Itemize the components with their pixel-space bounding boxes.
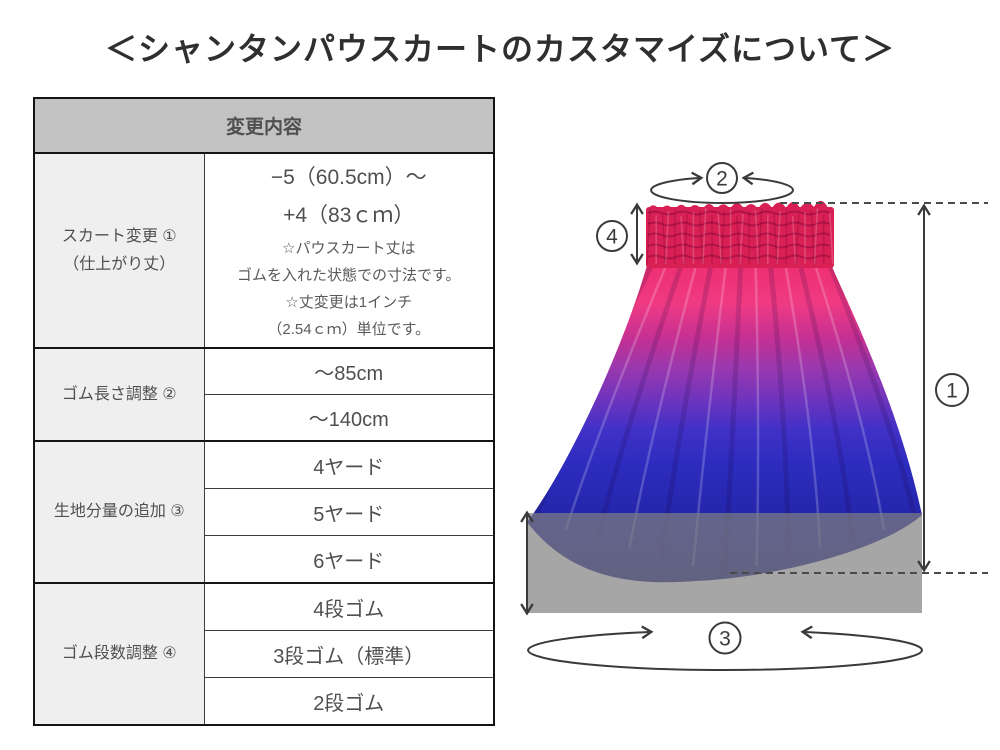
row-value-option: 3段ゴム（標準） <box>203 630 495 678</box>
skirt-folds <box>531 262 919 576</box>
row-value-option: 5ヤード <box>203 488 495 536</box>
row-value-skirt-change: −5（60.5cm）～ +4（83ｃｍ） ☆パウスカート丈は ゴムを入れた状態で… <box>203 152 495 349</box>
callout-3-circle <box>708 621 742 655</box>
callout-4-circle <box>596 220 628 252</box>
hem-overlay-band <box>527 513 922 613</box>
row-label-fabric-volume: 生地分量の追加 ③ <box>33 440 205 584</box>
row-value-option: 2段ゴム <box>203 677 495 726</box>
callout-4-number: 4 <box>606 226 618 249</box>
row-value-option: ～85cm <box>203 347 495 395</box>
row-label-skirt-change: スカート変更 ① （仕上がり丈） <box>33 152 205 349</box>
hem-arrow-right <box>800 625 923 651</box>
table-header: 変更内容 <box>33 97 495 154</box>
waist-arrow-right <box>741 171 794 191</box>
row-value-option: ～140cm <box>203 394 495 442</box>
row-label-line: （仕上がり丈） <box>63 255 176 273</box>
skirt-diagram: 2 4 1 3 <box>520 162 988 671</box>
value-main-line: −5（60.5cm）～ <box>270 165 427 189</box>
skirt-photo <box>527 200 922 613</box>
value-note-line: （2.54ｃｍ）単位です。 <box>267 320 431 338</box>
annotations: 2 4 1 3 <box>520 162 988 671</box>
callout-2-circle <box>706 162 738 194</box>
hem-ellipse-arc <box>527 649 923 671</box>
row-label-elastic-length: ゴム長さ調整 ② <box>33 347 205 442</box>
callout-2-number: 2 <box>716 168 728 191</box>
waistband-shirring <box>646 207 834 265</box>
value-note-line: ☆パウスカート丈は <box>282 239 416 257</box>
row-value-option: 4ヤード <box>203 440 495 489</box>
row-label-elastic-rows: ゴム段数調整 ④ <box>33 582 205 726</box>
callout-1-number: 1 <box>946 380 958 403</box>
waistband <box>646 207 834 268</box>
value-main-line: +4（83ｃｍ） <box>283 203 415 227</box>
row-label-line: スカート変更 ① <box>61 227 177 245</box>
page-title: ＜シャンタンパウスカートのカスタマイズについて＞ <box>104 31 896 67</box>
callout-1-circle <box>935 373 969 407</box>
value-note-line: ゴムを入れた状態での寸法です。 <box>237 266 461 284</box>
row-value-option: 4段ゴム <box>203 582 495 631</box>
waist-arrow-left <box>650 171 704 191</box>
customization-table: 変更内容 スカート変更 ① （仕上がり丈） −5（60.5cm）～ +4（83ｃ… <box>33 97 496 726</box>
row-value-option: 6ヤード <box>203 535 495 584</box>
value-note-line: ☆丈変更は1インチ <box>285 293 413 311</box>
hem-arrow-left <box>527 625 654 651</box>
callout-3-number: 3 <box>719 628 731 651</box>
waist-ellipse-arc <box>650 189 794 204</box>
